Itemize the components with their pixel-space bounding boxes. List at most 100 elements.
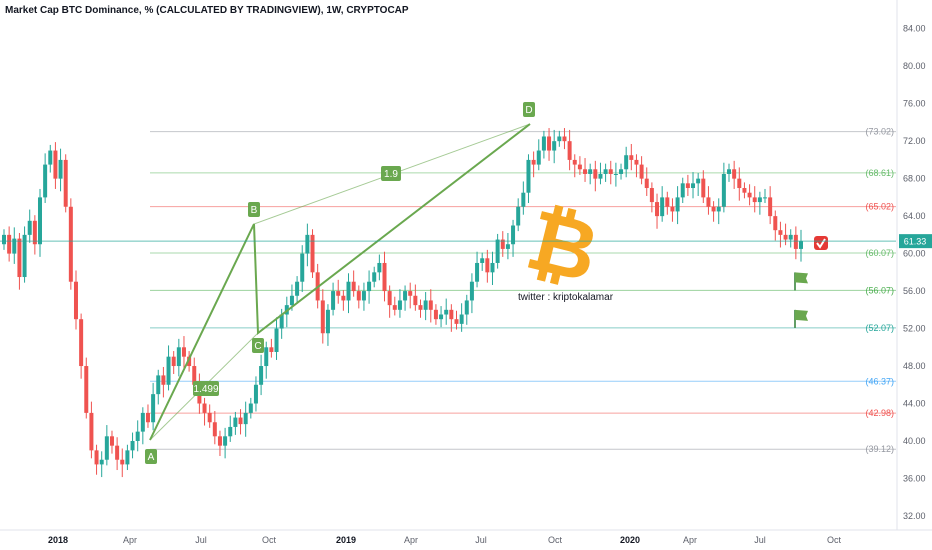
y-tick-label: 80.00 xyxy=(903,61,926,71)
candle-body xyxy=(17,238,22,278)
pattern-badge-bg xyxy=(381,166,401,181)
candle-body xyxy=(238,417,243,425)
candle-body xyxy=(7,234,12,254)
candle-body xyxy=(207,412,212,423)
candle-body xyxy=(120,459,125,465)
fib-level-label: (42.98) xyxy=(865,408,894,418)
candle-body xyxy=(670,206,675,212)
candle-body xyxy=(336,291,341,296)
candle-body xyxy=(104,436,109,460)
candle-body xyxy=(768,197,773,217)
candle-body xyxy=(439,314,444,320)
candle-body xyxy=(433,309,438,320)
x-tick-label: Apr xyxy=(683,535,697,545)
candle-body xyxy=(490,262,495,273)
flag-icon xyxy=(795,272,808,284)
candle-body xyxy=(536,150,541,165)
candle-body xyxy=(403,291,408,301)
candle-body xyxy=(505,244,510,249)
x-tick-label: Jul xyxy=(195,535,207,545)
candle-body xyxy=(140,412,145,432)
candle-body xyxy=(43,164,48,198)
candle-body xyxy=(269,347,274,352)
candle-body xyxy=(382,262,387,292)
candle-body xyxy=(624,155,629,170)
candle-body xyxy=(279,314,284,329)
candle-body xyxy=(701,178,706,198)
candle-body xyxy=(675,197,680,212)
candle-body xyxy=(799,241,803,249)
candle-body xyxy=(588,169,593,174)
y-tick-label: 56.00 xyxy=(903,286,926,296)
candle-body xyxy=(500,239,505,249)
y-tick-label: 72.00 xyxy=(903,136,926,146)
candle-body xyxy=(428,300,433,310)
candle-body xyxy=(176,347,181,367)
candle-body xyxy=(68,206,73,282)
candle-body xyxy=(361,291,366,301)
candle-body xyxy=(2,234,6,245)
candle-body xyxy=(305,234,310,254)
candle-body xyxy=(295,281,300,296)
candle-body xyxy=(367,281,372,292)
candle-body xyxy=(392,305,397,310)
candle-body xyxy=(516,206,521,226)
candle-body xyxy=(156,375,161,395)
candle-body xyxy=(526,159,531,193)
y-axis: 84.00 80.00 76.00 72.00 68.00 64.00 60.00 56.00… xyxy=(896,0,926,530)
y-tick-label: 76.00 xyxy=(903,99,926,109)
x-tick-label: 2018 xyxy=(48,535,68,545)
candle-body xyxy=(521,192,526,207)
candle-body xyxy=(649,188,654,203)
candle-body xyxy=(541,136,546,151)
price-badge-label: 61.33 xyxy=(904,237,927,247)
candle-body xyxy=(109,436,114,446)
candle-body xyxy=(171,356,176,367)
candle-body xyxy=(73,281,78,320)
pattern-badge-label: C xyxy=(254,341,261,352)
candle-body xyxy=(130,440,135,451)
candle-body xyxy=(79,319,84,367)
candle-body xyxy=(557,136,562,142)
candle-body xyxy=(202,403,207,413)
candle-body xyxy=(320,300,325,334)
x-axis: 2018 Apr Jul Oct 2019 Apr Jul Oct 2020 Apr Jul Oct xyxy=(0,529,932,545)
candle-body xyxy=(53,150,58,179)
candle-body xyxy=(583,169,588,174)
candle-body xyxy=(233,417,238,427)
candle-body xyxy=(459,314,464,324)
chart-title: Market Cap BTC Dominance, % (CALCULATED … xyxy=(5,5,409,16)
candle-body xyxy=(634,159,639,165)
pattern-badge-label: B xyxy=(251,205,258,216)
candle-body xyxy=(773,216,778,231)
candle-body xyxy=(454,319,459,324)
candle-body xyxy=(84,366,89,413)
candle-body xyxy=(125,450,130,465)
pattern-badge-label: A xyxy=(148,452,155,463)
candle-body xyxy=(310,234,315,273)
candle-body xyxy=(37,197,42,245)
y-tick-label: 84.00 xyxy=(903,24,926,34)
candle-body xyxy=(655,202,660,217)
candle-body xyxy=(660,197,665,217)
candle-body xyxy=(778,230,783,235)
candle-body xyxy=(12,238,17,254)
candle-body xyxy=(593,169,598,179)
candle-body xyxy=(685,183,690,189)
candle-body xyxy=(706,197,711,207)
candle-body xyxy=(721,173,726,207)
y-tick-label: 64.00 xyxy=(903,211,926,221)
candle-body xyxy=(567,141,572,160)
candle-body xyxy=(187,356,192,367)
candle-body xyxy=(763,197,768,199)
candle-body xyxy=(480,258,485,263)
candle-body xyxy=(577,164,582,170)
x-tick-label: Jul xyxy=(475,535,487,545)
candle-body xyxy=(300,253,305,282)
candle-body xyxy=(716,206,721,212)
candle-body xyxy=(511,225,516,245)
pattern-abcd-path xyxy=(149,123,531,441)
x-tick-label: Apr xyxy=(404,535,418,545)
candle-body xyxy=(732,169,737,179)
